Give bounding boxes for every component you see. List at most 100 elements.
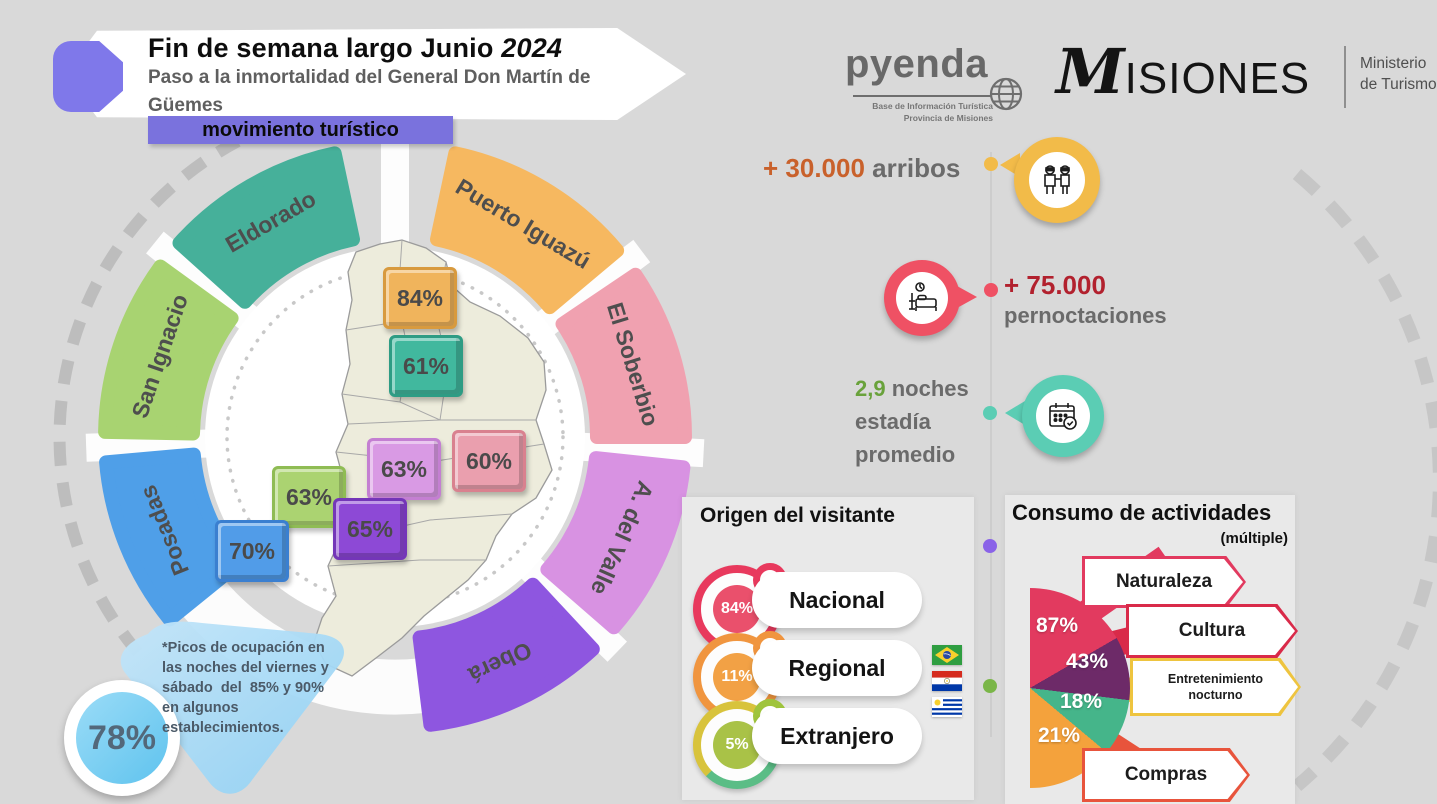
title-text: Fin de semana largo Junio: [148, 33, 502, 63]
occupancy-tag-san-ignacio: 63%: [272, 466, 346, 528]
average-occupancy-circle: 78%: [64, 680, 180, 796]
tag-value: 63%: [285, 483, 333, 510]
petal-puerto-iguazu: [430, 146, 625, 315]
activities-title: Consumo de actividades: [1012, 500, 1272, 525]
tag-value: 70%: [228, 537, 276, 564]
occupancy-tag-el-soberbio: 60%: [452, 430, 526, 492]
tag-value: 84%: [396, 284, 444, 311]
petal-el-soberbio: [555, 267, 692, 444]
logo-divider: [1344, 46, 1346, 108]
page-title: Fin de semana largo Junio 2024: [148, 33, 668, 64]
pyenda-underline: [853, 95, 991, 97]
occupancy-tag-posadas: 70%: [215, 520, 289, 582]
petal-obera: [412, 577, 600, 732]
occupancy-tag-eldorado: 61%: [389, 335, 463, 397]
nights-label: pernoctaciones: [1004, 303, 1167, 328]
misiones-logo-rest: ISIONES: [1124, 54, 1311, 103]
petal-a-del-valle: [540, 451, 691, 635]
bed-icon: [909, 282, 937, 311]
ribbon-label: Entretenimiento: [1167, 671, 1264, 686]
origin-pill-extranjero: Extranjero: [752, 708, 922, 764]
occupancy-tag-a-del-valle: 63%: [367, 438, 441, 500]
ribbon-naturaleza: Naturaleza: [1082, 556, 1246, 608]
stay-label-3: promedio: [855, 442, 956, 467]
pyenda-logo: pyenda: [845, 42, 989, 86]
globe-icon: [989, 77, 1023, 111]
dashed-arc-right: [1292, 169, 1437, 791]
timeline-dot-origin: [983, 539, 997, 553]
page-subtitle: Paso a la inmortalidad del General Don M…: [148, 67, 591, 116]
arrivals-label: arribos: [872, 153, 961, 183]
stay-stat: 2,9 noches estadía promedio: [855, 372, 969, 471]
pie-label-entretenimiento: 18%: [1060, 690, 1103, 713]
stay-bubble-tail: [1005, 401, 1025, 425]
pyenda-tagline-1: Base de Información Turística: [872, 101, 993, 111]
timeline-line: [990, 152, 992, 737]
ministry-label: Ministerio de Turismo: [1360, 54, 1437, 96]
footnote-line: en algunos: [162, 700, 239, 716]
occupancy-tag-puerto-iguazu: 84%: [383, 267, 457, 329]
pyenda-tagline: Base de Información Turística Provincia …: [855, 101, 993, 125]
tag-value: 60%: [465, 447, 513, 474]
footnote-line: sábado del 85% y 90%: [162, 680, 324, 696]
ribbon-label: Naturaleza: [1115, 571, 1213, 592]
petal-posadas: [99, 447, 245, 627]
dashed-arc-left: [53, 135, 241, 657]
ministry-line1: Ministerio: [1360, 55, 1427, 72]
footnote-line: establecimientos.: [162, 720, 284, 736]
ministry-line2: de Turismo: [1360, 75, 1437, 93]
title-year: 2024: [501, 33, 563, 63]
section-badge: movimiento turístico: [148, 116, 453, 144]
stay-label-2: estadía: [855, 409, 931, 434]
activities-subtitle: (múltiple): [1220, 530, 1289, 547]
tourists-icon: [1044, 165, 1070, 194]
footnote-line: *Picos de ocupación en: [162, 640, 325, 656]
ribbon-label: Cultura: [1178, 620, 1246, 641]
tag-value: 65%: [346, 515, 394, 542]
origin-pill-nacional: Nacional: [752, 572, 922, 628]
misiones-logo-m: M: [1056, 35, 1125, 108]
nights-value: + 75.000: [1004, 270, 1106, 300]
uruguay-flag: [932, 697, 962, 717]
ribbon-cultura: Cultura: [1126, 604, 1298, 658]
pie-label-cultura: 43%: [1066, 650, 1109, 673]
ribbon-entretenimiento: Entretenimiento nocturno: [1130, 658, 1301, 716]
stay-value: 2,9: [855, 376, 886, 401]
ribbon-compras: Compras: [1082, 748, 1250, 802]
arrivals-stat: + 30.000 arribos: [763, 153, 960, 184]
timeline-dot-arrivals: [984, 157, 998, 171]
tag-value: 61%: [402, 352, 450, 379]
timeline-dot-stay: [983, 406, 997, 420]
tag-value: 63%: [380, 455, 428, 482]
stay-bubble: [1022, 375, 1104, 457]
misiones-logo: M ISIONES: [1056, 35, 1311, 108]
brazil-flag: [932, 645, 962, 665]
timeline-dot-activities: [983, 679, 997, 693]
origin-title: Origen del visitante: [700, 504, 895, 527]
ribbon-label: Compras: [1124, 764, 1208, 785]
timeline-dot-nights: [984, 283, 998, 297]
pie-label-naturaleza: 87%: [1036, 614, 1079, 637]
ribbon-label-2: nocturno: [1188, 688, 1243, 702]
origin-pill-regional: Regional: [752, 640, 922, 696]
petal-eldorado: [172, 146, 360, 309]
pie-label-compras: 21%: [1038, 724, 1081, 747]
paraguay-flag: [932, 671, 962, 691]
arrivals-value: + 30.000: [763, 153, 865, 183]
stay-label-1: noches: [885, 376, 969, 401]
purple-accent-shape: [53, 41, 123, 112]
region-petals: [98, 146, 692, 732]
title-banner: [88, 28, 686, 120]
footnote-shape: [120, 621, 344, 794]
occupancy-footnote: *Picos de ocupación en las noches del vi…: [162, 638, 348, 738]
nights-bubble-tail: [957, 286, 977, 308]
average-occupancy-value: 78%: [76, 692, 168, 784]
footnote-line: las noches del viernes y: [162, 660, 329, 676]
calendar-icon: [1049, 403, 1077, 430]
occupancy-tag-obera: 65%: [333, 498, 407, 560]
nights-bubble: [884, 260, 960, 336]
pyenda-tagline-2: Provincia de Misiones: [903, 112, 993, 123]
arrivals-bubble: [1014, 137, 1100, 223]
petal-san-ignacio: [98, 259, 239, 441]
